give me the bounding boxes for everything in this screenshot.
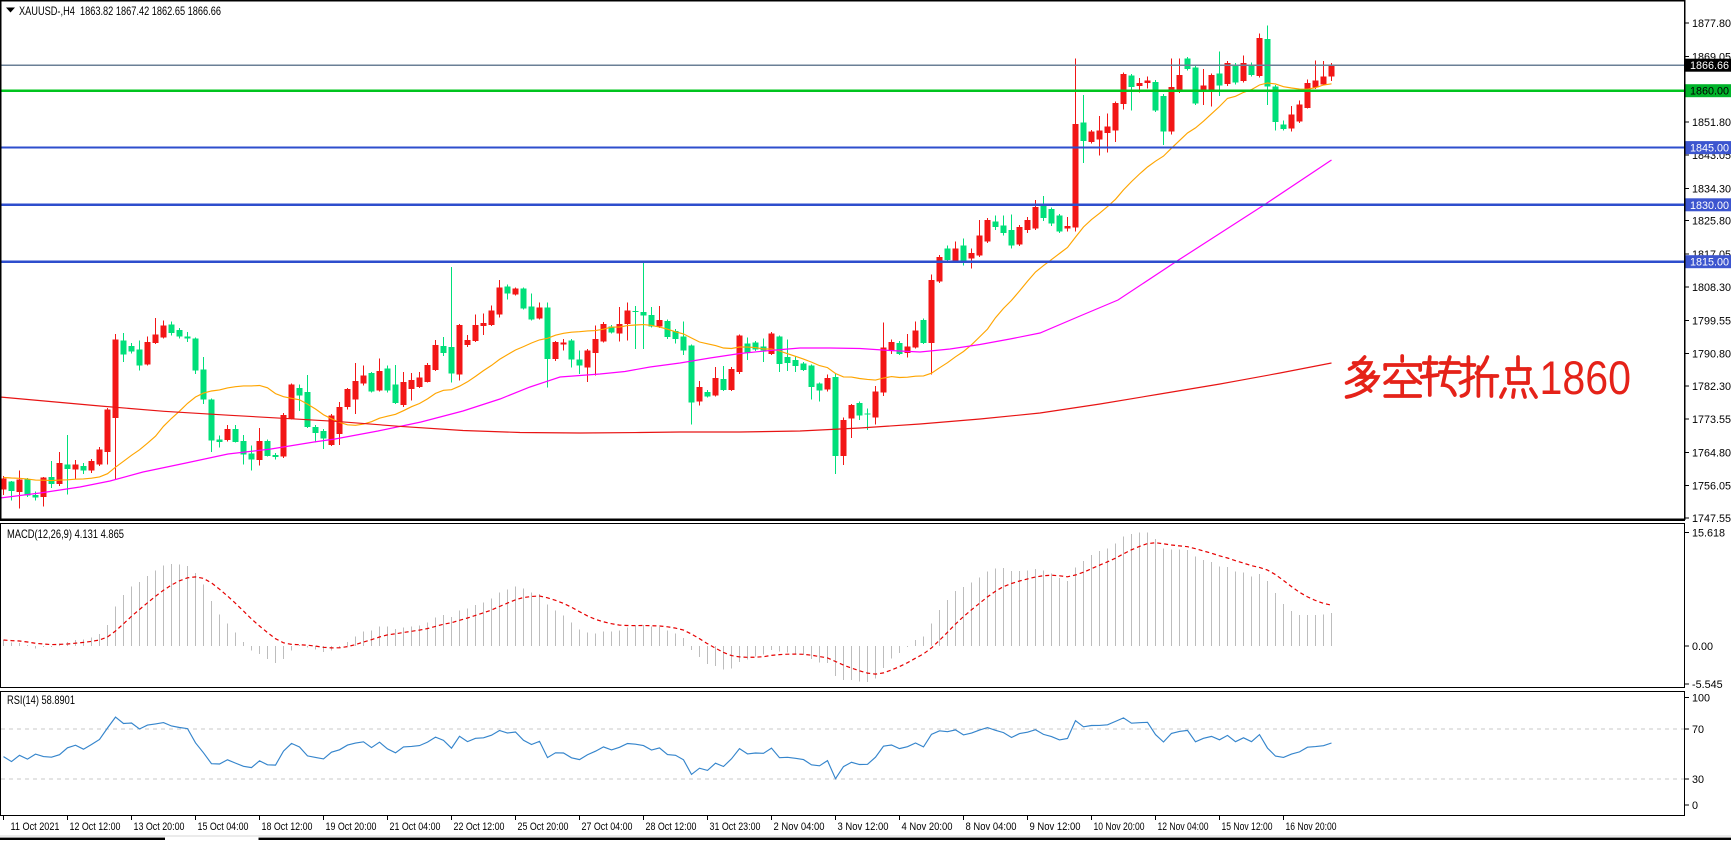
svg-text:-5.545: -5.545 — [1692, 679, 1723, 691]
svg-text:1860.00: 1860.00 — [1690, 86, 1729, 98]
svg-text:1866.66: 1866.66 — [1690, 60, 1729, 72]
svg-text:11 Oct 2021: 11 Oct 2021 — [11, 821, 60, 833]
svg-text:16 Nov 20:00: 16 Nov 20:00 — [1286, 821, 1337, 833]
svg-text:2 Nov 04:00: 2 Nov 04:00 — [774, 821, 825, 833]
svg-text:3 Nov 12:00: 3 Nov 12:00 — [838, 821, 889, 833]
svg-text:1830.00: 1830.00 — [1690, 200, 1729, 212]
svg-text:15 Nov 12:00: 15 Nov 12:00 — [1222, 821, 1273, 833]
svg-text:9 Nov 12:00: 9 Nov 12:00 — [1030, 821, 1081, 833]
svg-text:25 Oct 20:00: 25 Oct 20:00 — [518, 821, 569, 833]
svg-text:1790.80: 1790.80 — [1692, 349, 1731, 361]
svg-text:13 Oct 20:00: 13 Oct 20:00 — [134, 821, 185, 833]
svg-text:15.618: 15.618 — [1692, 528, 1725, 540]
svg-text:1773.55: 1773.55 — [1692, 414, 1731, 426]
svg-text:0: 0 — [1692, 800, 1698, 812]
svg-text:1825.80: 1825.80 — [1692, 216, 1731, 228]
svg-text:1756.05: 1756.05 — [1692, 481, 1731, 493]
svg-text:1808.30: 1808.30 — [1692, 282, 1731, 294]
svg-text:19 Oct 20:00: 19 Oct 20:00 — [326, 821, 377, 833]
svg-text:22 Oct 12:00: 22 Oct 12:00 — [454, 821, 505, 833]
svg-text:1834.30: 1834.30 — [1692, 183, 1731, 195]
svg-text:15 Oct 04:00: 15 Oct 04:00 — [198, 821, 249, 833]
svg-text:28 Oct 12:00: 28 Oct 12:00 — [646, 821, 697, 833]
svg-text:30: 30 — [1692, 774, 1704, 786]
svg-text:1799.55: 1799.55 — [1692, 315, 1731, 327]
svg-text:1845.00: 1845.00 — [1690, 143, 1729, 155]
svg-text:1764.80: 1764.80 — [1692, 448, 1731, 460]
svg-text:1782.30: 1782.30 — [1692, 381, 1731, 393]
svg-text:27 Oct 04:00: 27 Oct 04:00 — [582, 821, 633, 833]
svg-text:1747.55: 1747.55 — [1692, 513, 1731, 525]
svg-text:18 Oct 12:00: 18 Oct 12:00 — [262, 821, 313, 833]
svg-text:1815.00: 1815.00 — [1690, 257, 1729, 269]
svg-text:1877.80: 1877.80 — [1692, 18, 1731, 30]
svg-text:12 Oct 12:00: 12 Oct 12:00 — [70, 821, 121, 833]
svg-text:RSI(14) 58.8901: RSI(14) 58.8901 — [7, 693, 75, 707]
svg-text:0.00: 0.00 — [1692, 641, 1713, 653]
svg-text:4 Nov 20:00: 4 Nov 20:00 — [902, 821, 953, 833]
svg-text:1851.80: 1851.80 — [1692, 117, 1731, 129]
svg-text:21 Oct 04:00: 21 Oct 04:00 — [390, 821, 441, 833]
svg-text:10 Nov 20:00: 10 Nov 20:00 — [1094, 821, 1145, 833]
svg-text:31 Oct 23:00: 31 Oct 23:00 — [710, 821, 761, 833]
svg-text:MACD(12,26,9) 4.131 4.865: MACD(12,26,9) 4.131 4.865 — [7, 527, 124, 541]
svg-text:12 Nov 04:00: 12 Nov 04:00 — [1158, 821, 1209, 833]
svg-text:100: 100 — [1692, 693, 1710, 705]
svg-text:70: 70 — [1692, 724, 1704, 736]
svg-text:8 Nov 04:00: 8 Nov 04:00 — [966, 821, 1017, 833]
svg-text:1860: 1860 — [1540, 352, 1632, 405]
svg-text:XAUUSD-,H4 1863.82 1867.42 18: XAUUSD-,H4 1863.82 1867.42 1862.65 1866.… — [19, 4, 221, 18]
